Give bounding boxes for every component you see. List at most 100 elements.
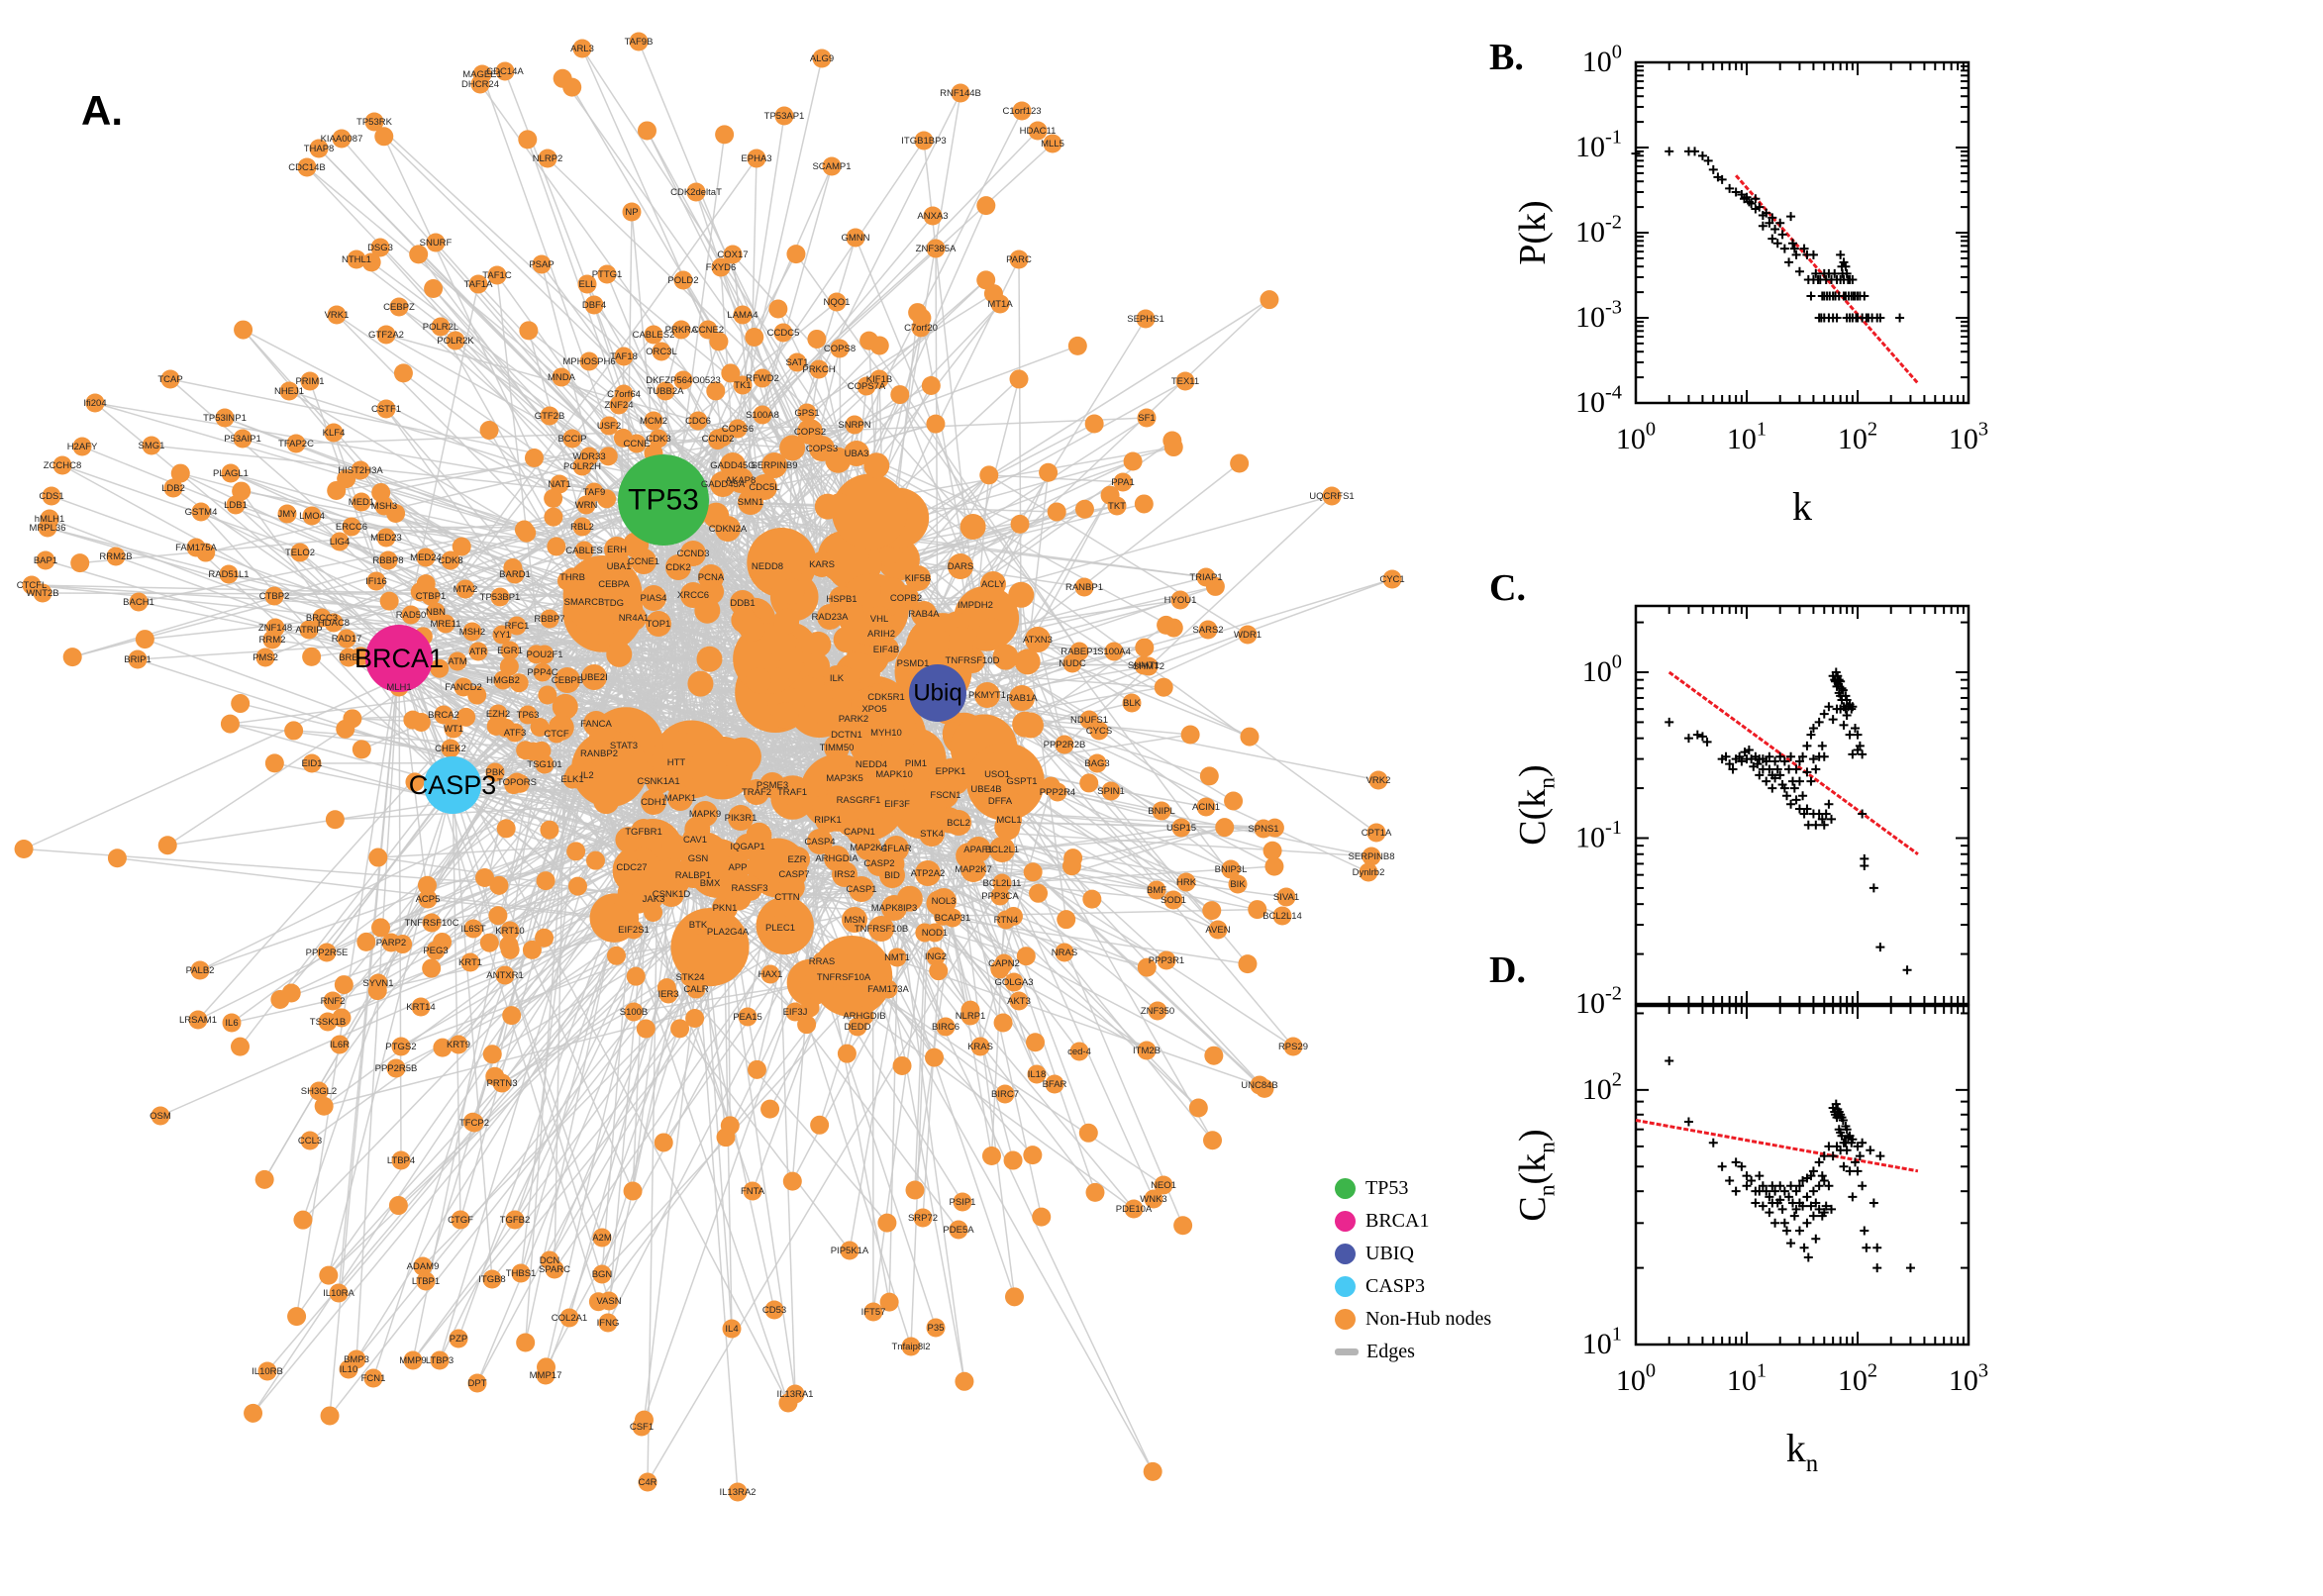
- node-label: JMY: [278, 509, 298, 520]
- node-label: TNFRSF10B: [855, 924, 908, 935]
- node-label: DCN: [540, 1255, 560, 1266]
- node-label: ced-4: [1067, 1047, 1091, 1057]
- node-label: NTHL1: [342, 254, 371, 265]
- node-label: BAP1: [34, 555, 57, 566]
- node-label: TIMM50: [820, 743, 855, 753]
- node-label: TNFRSF10C: [405, 918, 459, 929]
- node-label: SMARCB: [564, 597, 605, 608]
- node-label: IL6: [225, 1018, 238, 1029]
- node-label: BCL2: [947, 818, 970, 829]
- node-label: RFWD2: [746, 373, 779, 384]
- node-label: ALG9: [810, 53, 834, 64]
- legend-item-edges: Edges: [1335, 1336, 1491, 1368]
- node-label: NLRP1: [956, 1011, 986, 1022]
- node-label: FCN1: [361, 1373, 386, 1384]
- node-label: RASGRF1: [837, 795, 881, 806]
- node-label: EIF3F: [884, 799, 910, 810]
- node-label: RRM2B: [99, 551, 132, 562]
- node-label: ATF3: [504, 728, 527, 739]
- node-label: PLA2G4A: [707, 927, 750, 938]
- node-label: PMS2: [252, 652, 278, 663]
- node-label: PIK3R1: [725, 813, 758, 824]
- node-label: NMT1: [884, 952, 910, 963]
- node-label: BIRC7: [991, 1089, 1019, 1100]
- node-label: COL2A1: [552, 1313, 587, 1324]
- node-label: ING2: [925, 951, 947, 962]
- node-label: USF2: [597, 421, 621, 432]
- node-label: GTF2A2: [368, 330, 404, 341]
- node-label: FNTA: [741, 1186, 765, 1197]
- node-label: ATP2A2: [911, 868, 946, 879]
- node-label: BARD1: [499, 569, 531, 580]
- legend-edge-swatch: [1335, 1348, 1359, 1355]
- legend-node-swatch: [1335, 1244, 1356, 1264]
- node-label: ARHGDIB: [843, 1011, 885, 1022]
- node-label: COX17: [717, 249, 748, 260]
- node-label: A2M: [592, 1233, 612, 1244]
- node-label: RPS29: [1278, 1042, 1308, 1052]
- node-label: DEDD: [845, 1022, 871, 1033]
- node-label: CDC14B: [288, 162, 326, 173]
- node-label: ARL3: [570, 44, 594, 54]
- node-label: ORC3L: [646, 347, 677, 357]
- node-label: TGFB2: [500, 1215, 531, 1226]
- node-label: IQGAP1: [730, 842, 764, 852]
- node-label: PLAGL1: [213, 468, 249, 479]
- node-label: Tnfaip8l2: [891, 1342, 930, 1352]
- node-label: TEX11: [1171, 376, 1199, 387]
- node-label: RALBP1: [675, 870, 711, 881]
- node-label: TP63: [517, 710, 540, 721]
- node-label: CTTN: [774, 892, 799, 903]
- node-label: WNK3: [1140, 1194, 1166, 1205]
- node-label: CDK3: [646, 434, 670, 445]
- node-label: PARC: [1006, 254, 1032, 265]
- node-label: SYVN1: [362, 978, 393, 989]
- node-label: TOP1: [647, 619, 671, 630]
- node-label: TDG: [604, 598, 624, 609]
- node-label: PPP3CA: [981, 891, 1019, 902]
- node-label: LTBP1: [412, 1276, 440, 1287]
- node-label: DPT: [468, 1378, 487, 1389]
- node-label: PBK: [485, 767, 505, 778]
- node-label: IL13RA1: [777, 1389, 814, 1400]
- node-label: BCL2L1: [985, 845, 1019, 855]
- node-label: MAP2K7: [955, 864, 992, 875]
- node-label: PRKCH: [802, 364, 835, 375]
- node-label: GOLGA3: [994, 977, 1033, 988]
- node-label: PKN1: [713, 903, 738, 914]
- node-label: USO1: [984, 769, 1010, 780]
- node-label: CCNE1: [628, 556, 659, 567]
- node-label: CCNE2: [692, 325, 724, 336]
- node-label: PIAS4: [641, 593, 667, 604]
- node-label: TP53INP1: [203, 413, 247, 424]
- node-label: PRTN3: [487, 1078, 518, 1089]
- node-label: CDS1: [39, 491, 63, 502]
- node-label: FAM175A: [175, 543, 217, 553]
- node-label: AVEN: [1205, 925, 1230, 936]
- node-label: IL6R: [330, 1040, 350, 1050]
- node-label: CHEK2: [435, 744, 466, 754]
- node-label: COPS2: [794, 427, 826, 438]
- node-label: CABLES2: [633, 330, 675, 341]
- node-label: Dynlrb2: [1353, 867, 1385, 878]
- node-label: LTBP4: [387, 1155, 415, 1166]
- node-label: CDC5L: [749, 482, 779, 493]
- node-label: IL10RB: [252, 1366, 283, 1377]
- legend-node-swatch: [1335, 1211, 1356, 1232]
- node-label: IL10RA: [323, 1288, 354, 1299]
- node-label: CAPN2: [988, 958, 1020, 969]
- legend-item-casp3: CASP3: [1335, 1270, 1491, 1303]
- node-label: TSG101: [527, 759, 561, 770]
- node-label: EPPK1: [936, 766, 966, 777]
- node-label: PTTG1: [592, 269, 623, 280]
- node-label: RIPK1: [814, 815, 841, 826]
- node-label: GSTM4: [185, 507, 218, 518]
- node-label: TP53AP1: [764, 111, 805, 122]
- node-label: KRT1: [458, 957, 482, 968]
- node-label: EPHA3: [741, 153, 771, 164]
- node-label: ZNF385A: [916, 244, 957, 254]
- node-label: TUBB2A: [648, 386, 685, 397]
- node-label: RABEP1: [1060, 647, 1098, 657]
- node-label: S100A8: [746, 410, 779, 421]
